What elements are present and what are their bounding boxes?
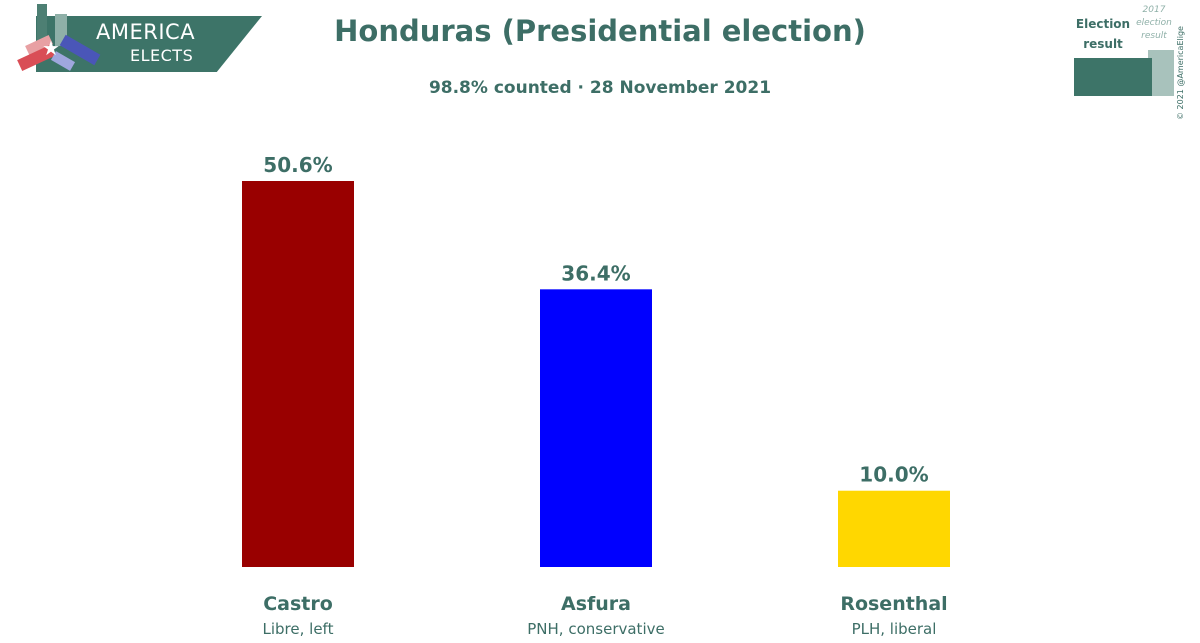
party-label-castro: Libre, left bbox=[263, 620, 334, 638]
logo-text-america: AMERICA bbox=[96, 20, 196, 44]
star-icon: ★ bbox=[42, 36, 60, 60]
party-label-rosenthal: PLH, liberal bbox=[852, 620, 937, 638]
legend-current-label: Election result bbox=[1075, 17, 1131, 51]
legend-previous-label: 2017 election result bbox=[1136, 5, 1172, 41]
legend-previous-swatch bbox=[1148, 50, 1174, 96]
value-label-rosenthal: 10.0% bbox=[859, 463, 928, 487]
legend-current-swatch bbox=[1074, 58, 1152, 96]
chart-title: Honduras (Presidential election) bbox=[334, 14, 866, 48]
chart-subtitle: 98.8% counted · 28 November 2021 bbox=[428, 78, 772, 98]
category-label-castro: Castro bbox=[263, 593, 333, 615]
value-label-castro: 50.6% bbox=[263, 153, 332, 177]
bar-castro bbox=[242, 181, 354, 567]
category-label-rosenthal: Rosenthal bbox=[840, 593, 947, 615]
party-label-asfura: PNH, conservative bbox=[527, 620, 664, 638]
category-label-asfura: Asfura bbox=[561, 593, 631, 615]
value-label-asfura: 36.4% bbox=[561, 261, 630, 285]
bar-asfura bbox=[540, 289, 652, 567]
bar-rosenthal bbox=[838, 490, 950, 567]
america-elects-logo: ★ AMERICA ELECTS bbox=[0, 0, 270, 95]
logo-text-elects: ELECTS bbox=[130, 46, 194, 65]
legend: Election result 2017 election result bbox=[1060, 0, 1200, 110]
logo-pillar-icon bbox=[37, 4, 47, 44]
